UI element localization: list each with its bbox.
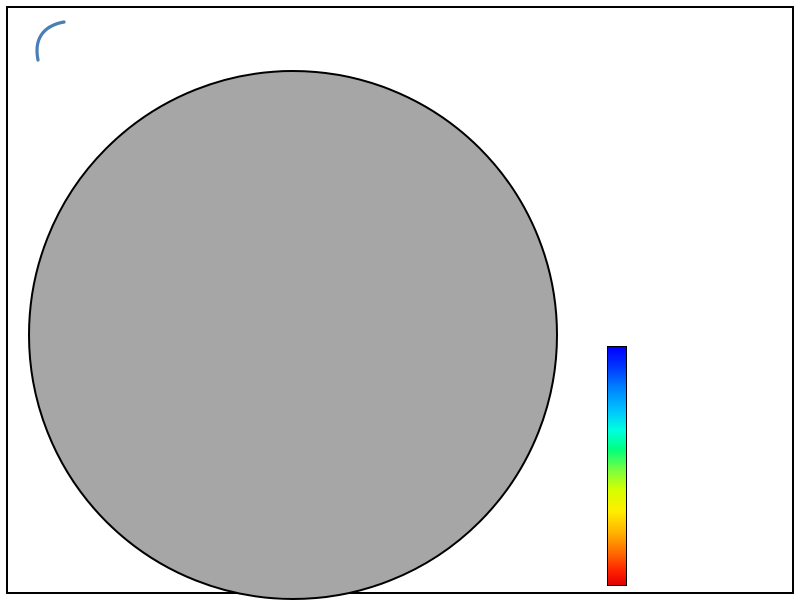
zenith-disc	[28, 70, 558, 600]
lowell-digisonde-logo	[30, 18, 150, 62]
plot-frame	[6, 6, 794, 600]
arc-icon	[35, 20, 66, 62]
skymap-polar-plot	[20, 58, 560, 600]
doppler-colorbar	[607, 346, 627, 586]
